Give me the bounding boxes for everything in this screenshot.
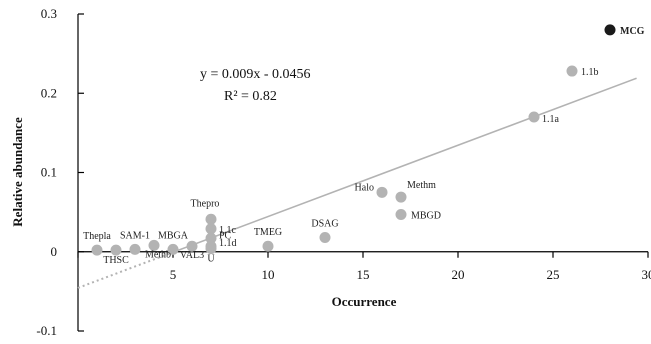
data-point (395, 209, 407, 221)
x-tick-label: 10 (262, 267, 275, 282)
x-tick-label: 5 (170, 267, 177, 282)
data-point (566, 65, 578, 77)
y-tick-label: 0.2 (41, 85, 57, 100)
data-point (319, 231, 331, 243)
point-label: TMEG (254, 227, 282, 238)
point-label: 1.1c (219, 225, 237, 236)
point-label: 1.1d (219, 238, 237, 249)
point-label: Thepla (83, 231, 111, 242)
data-point (205, 232, 217, 244)
x-ticks: 5 10 15 20 25 30 (77, 251, 651, 282)
point-labels: MCG 1.1b 1.1a Methm Halo MBGD DSAG TMEG Thepro 1.… (83, 26, 645, 266)
y-tick-label: 0.1 (41, 165, 57, 180)
point-label: SAM-1 (120, 230, 150, 241)
point-label: MBGA (158, 230, 189, 241)
regression-line-extrapolated (77, 250, 175, 289)
x-tick-label: 30 (642, 267, 651, 282)
data-point (604, 24, 616, 36)
data-point (148, 239, 160, 251)
point-label: Methm (407, 180, 436, 191)
point-label: 1.1b (581, 67, 599, 78)
x-axis-title: Occurrence (332, 294, 397, 309)
data-point (205, 213, 217, 225)
x-tick-label: 25 (547, 267, 560, 282)
point-label: 1.1a (542, 114, 560, 125)
data-point (528, 111, 540, 123)
y-axis-title: Relative abundance (10, 117, 25, 227)
point-label: VAL3 (180, 250, 204, 261)
point-label: THSC (103, 255, 129, 266)
point-label: Methb (145, 249, 171, 260)
y-tick-label: 0 (51, 244, 58, 259)
data-point (186, 240, 198, 252)
data-point (205, 223, 217, 235)
data-point (91, 244, 103, 256)
regression-equation: y = 0.009x - 0.0456 (200, 67, 311, 82)
data-points (91, 24, 616, 256)
x-tick-label: 15 (357, 267, 370, 282)
point-label: Halo (355, 182, 374, 193)
x-tick-label: 20 (452, 267, 465, 282)
data-point (395, 191, 407, 203)
regression-line (77, 77, 637, 289)
data-point (205, 243, 217, 255)
point-label: PC (219, 230, 232, 241)
point-label: DSAG (311, 218, 338, 229)
y-tick-label: -0.1 (36, 323, 57, 338)
data-point (110, 244, 122, 256)
point-label: Thepro (191, 198, 220, 209)
data-point (262, 240, 274, 252)
data-point (129, 243, 141, 255)
data-point (167, 243, 179, 255)
y-ticks: -0.1 0 0.1 0.2 0.3 (36, 6, 84, 338)
data-point (376, 186, 388, 198)
r-squared-label: R² = 0.82 (224, 89, 277, 104)
point-label: MBGD (411, 211, 441, 222)
y-tick-label: 0.3 (41, 6, 57, 21)
point-label: MCG (620, 26, 645, 37)
axes (77, 14, 648, 331)
regression-line-fit (173, 77, 637, 253)
point-label: U (207, 254, 215, 265)
